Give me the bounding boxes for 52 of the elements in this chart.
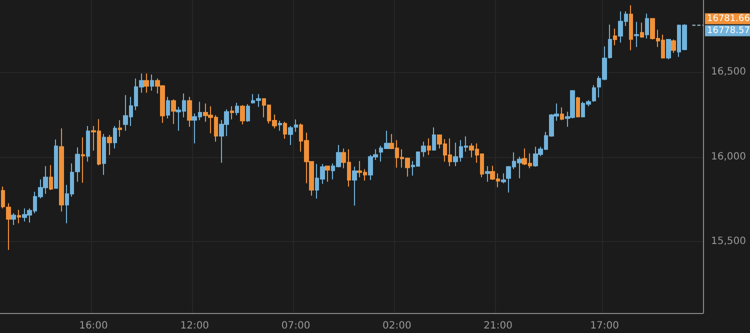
candlestick (629, 4, 633, 51)
candlestick (235, 102, 239, 116)
candlestick (278, 120, 282, 132)
x-tick-label: 12:00 (180, 320, 210, 332)
candlestick (75, 146, 80, 182)
candlestick (144, 72, 149, 94)
candlestick (634, 21, 639, 48)
candlestick (1, 186, 5, 209)
y-tick-label: 16,000 (711, 151, 746, 162)
y-tick-label: 15,500 (711, 236, 746, 248)
candlestick (150, 74, 154, 92)
text: 16778.57 (707, 26, 750, 36)
candlestick (560, 106, 564, 121)
candlestick (613, 28, 617, 46)
candlestick (246, 104, 250, 122)
candlestick (640, 22, 644, 38)
candlestick (592, 84, 596, 102)
candlestick (666, 38, 671, 60)
candlestick (54, 138, 58, 189)
text: 16781.66 (707, 14, 750, 24)
x-tick-label: 21:00 (484, 320, 512, 332)
candlestick (11, 212, 16, 226)
candlestick (645, 13, 649, 40)
candlestick (81, 136, 85, 184)
candlestick (102, 134, 106, 176)
candlestick (432, 126, 436, 152)
candlestick (107, 134, 112, 156)
candlestick (325, 165, 330, 182)
y-tick-label: 16,500 (711, 66, 746, 78)
x-tick-label: 16:00 (79, 320, 108, 332)
candlestick (230, 106, 234, 120)
candlestick (49, 164, 53, 191)
candlestick (17, 209, 21, 224)
candlestick (86, 126, 90, 162)
candlestick (485, 166, 490, 182)
x-tick-label: 07:00 (281, 320, 310, 332)
candlestick (113, 126, 117, 149)
candlestick (671, 39, 676, 54)
candlestick (6, 202, 11, 250)
candlestick (352, 166, 357, 206)
candlestick (166, 96, 170, 119)
x-tick-label: 17:00 (590, 320, 619, 332)
candlestick (187, 96, 192, 128)
candlestick (283, 121, 287, 140)
candlestick (427, 138, 431, 156)
candlestick (59, 128, 64, 212)
candlestick (501, 172, 506, 184)
candlestick (576, 96, 580, 118)
x-tick-label: 02:00 (382, 320, 412, 332)
candlestick (118, 120, 122, 138)
candlestick (240, 104, 245, 125)
candlestick (171, 98, 176, 125)
